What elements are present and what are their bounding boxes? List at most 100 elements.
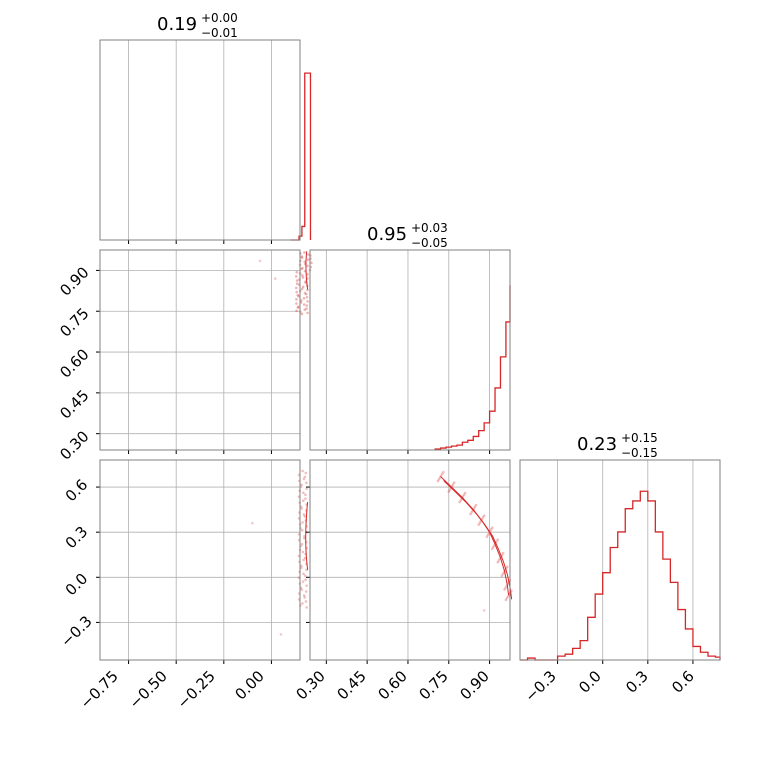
sample-point <box>306 311 309 315</box>
sample-point <box>300 255 304 258</box>
sample-point <box>279 633 283 636</box>
sample-point <box>489 528 493 531</box>
histogram-param3 <box>519 459 721 664</box>
y-tick-label: 0.60 <box>56 345 92 381</box>
sample-point <box>452 481 456 484</box>
scatter-param3-vs-param2 <box>306 459 513 664</box>
sample-point <box>302 513 306 516</box>
histogram-param1 <box>99 39 312 244</box>
sample-point <box>303 308 307 312</box>
sample-point <box>300 274 304 277</box>
sample-point <box>295 290 299 294</box>
sample-point <box>305 487 308 491</box>
sample-point <box>296 306 300 309</box>
sample-point <box>448 488 452 492</box>
sample-point <box>305 295 309 299</box>
sample-point <box>302 572 305 576</box>
title-param3-value: 0.23 <box>577 434 617 455</box>
x-tick-label: 0.0 <box>575 667 605 697</box>
sample-point <box>459 499 463 502</box>
x-tick-label: −0.50 <box>126 667 171 712</box>
sample-point <box>297 294 300 298</box>
x-tick-label: 0.60 <box>374 667 410 703</box>
sample-point <box>300 588 304 591</box>
sample-point <box>300 267 303 271</box>
sample-point <box>300 256 304 259</box>
sample-point <box>295 282 299 285</box>
sample-point <box>295 279 299 282</box>
sample-point <box>296 293 300 297</box>
sample-point <box>462 493 466 497</box>
sample-point <box>497 559 501 562</box>
sample-point <box>300 312 304 316</box>
sample-point <box>491 526 494 529</box>
sample-point <box>301 499 305 502</box>
x-tick-label: −0.25 <box>174 667 219 712</box>
sample-point <box>307 253 310 256</box>
panel-frame <box>99 39 301 241</box>
sample-point <box>303 596 306 599</box>
sample-point <box>303 475 307 479</box>
histogram-step <box>434 285 511 450</box>
sample-point <box>496 560 500 564</box>
x-tick-label: 0.90 <box>456 667 492 703</box>
sample-point <box>306 300 309 303</box>
sample-point <box>303 534 306 538</box>
sample-point <box>294 275 298 278</box>
sample-point <box>306 288 309 292</box>
sample-point <box>495 540 498 543</box>
sample-point <box>305 292 308 296</box>
sample-point <box>482 609 486 612</box>
sample-point <box>505 565 509 569</box>
sample-point <box>302 491 305 495</box>
sample-point <box>439 474 443 477</box>
sample-point <box>302 303 306 306</box>
panel-frame <box>309 459 511 661</box>
sample-point <box>485 535 489 538</box>
title-param3-minus: −0.15 <box>621 446 658 460</box>
sample-point <box>305 304 309 307</box>
title-param2-plus: +0.03 <box>411 221 448 235</box>
x-tick-label: −0.75 <box>77 667 122 712</box>
y-tick-label: 0.3 <box>62 523 92 553</box>
sample-point <box>463 491 467 495</box>
sample-point <box>458 500 461 504</box>
title-param1: 0.19 +0.00 −0.01 <box>157 11 238 40</box>
sample-point <box>300 528 304 532</box>
title-param1-minus: −0.01 <box>201 26 238 40</box>
panel-frame <box>519 459 721 661</box>
y-tick-label: −0.3 <box>57 612 95 650</box>
sample-point <box>303 291 307 295</box>
scatter-param3-vs-param1 <box>96 459 309 664</box>
title-param2-value: 0.95 <box>367 224 407 245</box>
panel-frame <box>99 249 301 451</box>
sample-point <box>504 598 508 602</box>
y-tick-label: 0.6 <box>62 476 92 506</box>
sample-point <box>300 483 303 487</box>
x-tick-label: 0.00 <box>231 667 267 703</box>
sample-point <box>451 483 455 486</box>
sample-point <box>301 266 304 270</box>
sample-point <box>304 590 308 593</box>
sample-point <box>302 296 306 300</box>
y-tick-label: 0.90 <box>56 263 92 299</box>
sample-point <box>473 505 477 509</box>
sample-point <box>303 260 307 264</box>
sample-point <box>303 515 307 518</box>
sample-point <box>304 578 307 581</box>
sample-point <box>505 596 509 600</box>
sample-point <box>486 533 490 537</box>
x-tick-label: 0.45 <box>333 667 369 703</box>
sample-point <box>481 516 485 519</box>
sample-point <box>302 558 305 562</box>
y-tick-label: 0.30 <box>56 427 92 463</box>
contour-line <box>305 502 309 570</box>
sample-point <box>300 564 303 568</box>
x-tick-label: 0.6 <box>668 667 698 697</box>
sample-point <box>437 477 441 481</box>
sample-point <box>506 594 510 598</box>
x-tick-label: −0.3 <box>521 667 559 705</box>
title-param1-plus: +0.00 <box>201 11 238 25</box>
y-tick-labels-param2: 0.90 0.75 0.60 0.45 0.30 <box>56 263 92 463</box>
title-param1-value: 0.19 <box>157 14 197 35</box>
